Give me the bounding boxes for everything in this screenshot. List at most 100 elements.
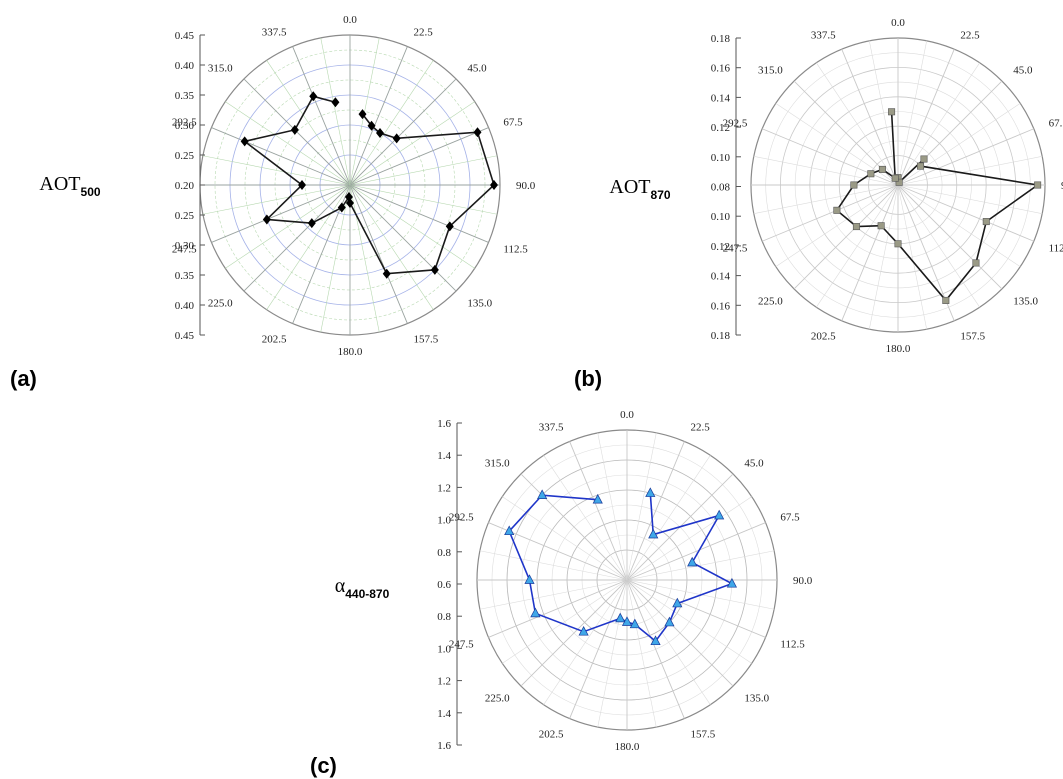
grid-spoke <box>266 184 351 310</box>
data-point <box>878 165 886 173</box>
angle-label: 67.5 <box>780 511 800 523</box>
grid-spoke <box>349 184 434 310</box>
angle-label: 22.5 <box>960 29 980 41</box>
radial-tick-label: 1.0 <box>437 515 451 527</box>
radial-tick-label: 0.12 <box>711 241 730 253</box>
angle-label: 180.0 <box>615 741 640 753</box>
grid-spoke <box>869 40 899 186</box>
radial-tick-label: 0.14 <box>711 271 731 283</box>
grid-spoke <box>841 49 899 186</box>
data-point <box>615 612 626 623</box>
grid-spoke <box>349 184 489 243</box>
grid-spoke <box>520 579 628 687</box>
radial-tick-label: 0.40 <box>175 60 195 72</box>
grid-spoke <box>479 579 628 610</box>
grid-spoke <box>211 127 351 186</box>
polar-chart-b: 0.0 22.5 45.0 67.5 90.0 112.5 135.0 157.5 180.0 2… <box>574 17 1063 391</box>
grid-spoke <box>816 184 899 308</box>
data-point <box>592 493 603 504</box>
radial-tick-label: 1.6 <box>437 418 451 430</box>
radial-tick-label: 0.10 <box>711 211 731 223</box>
data-point <box>942 296 950 304</box>
grid-spoke <box>869 184 899 330</box>
radial-tick-label: 0.10 <box>711 152 731 164</box>
data-point <box>877 222 885 230</box>
grid-spoke <box>897 184 927 330</box>
grid-spoke <box>349 184 457 292</box>
radial-tick-label: 1.2 <box>437 676 451 688</box>
angle-label: 292.5 <box>172 116 197 128</box>
grid-spoke <box>897 156 1043 186</box>
grid-spoke <box>762 184 899 242</box>
radial-tick-label: 0.8 <box>437 547 451 559</box>
grid-spoke <box>753 156 899 186</box>
data-point <box>645 487 656 497</box>
data-point <box>920 155 928 163</box>
grid-spoke <box>479 550 628 581</box>
angle-label: 22.5 <box>691 422 711 434</box>
radial-tick-label: 0.12 <box>711 122 730 134</box>
data-point <box>262 214 271 225</box>
grid-spoke <box>626 579 657 728</box>
data-point <box>672 597 683 608</box>
data-point <box>504 525 515 536</box>
radial-tick-label: 0.16 <box>711 63 731 75</box>
data-point <box>309 91 318 102</box>
grid-spoke <box>543 579 628 705</box>
grid-spoke <box>349 60 434 186</box>
angle-label: 90.0 <box>793 575 813 587</box>
grid-spoke <box>502 496 628 581</box>
data-point <box>687 556 698 567</box>
radial-tick-label: 1.6 <box>437 740 451 752</box>
angle-label: 247.5 <box>172 244 197 256</box>
angle-label: 45.0 <box>467 63 487 75</box>
angle-label: 202.5 <box>262 333 287 345</box>
grid-spoke <box>762 128 899 186</box>
axis-ylabel-main: AOT <box>609 176 650 198</box>
radial-tick-label: 0.35 <box>175 90 195 102</box>
data-point <box>331 97 340 108</box>
angle-label: 0.0 <box>620 409 634 421</box>
angle-label: 292.5 <box>723 118 748 130</box>
radial-tick-label: 0.14 <box>711 92 731 104</box>
angle-label: 45.0 <box>744 458 764 470</box>
polar-chart-c: 0.0 22.5 45.0 67.5 90.0 112.5 135.0 157.5 180.0 2… <box>310 409 813 778</box>
angle-label: 112.5 <box>503 244 528 256</box>
data-point <box>714 509 725 520</box>
angle-label: 202.5 <box>539 728 564 740</box>
grid-spoke <box>202 155 351 186</box>
grid-spoke <box>897 184 980 308</box>
grid-spoke <box>897 128 1034 186</box>
radial-tick-label: 0.40 <box>175 300 195 312</box>
angle-label: 292.5 <box>449 511 474 523</box>
data-point <box>1034 181 1042 189</box>
grid-spoke <box>626 579 766 638</box>
grid-spoke <box>897 184 1043 214</box>
radial-tick-label: 0.6 <box>437 579 451 591</box>
grid-spoke <box>626 550 775 581</box>
radial-tick-label: 0.18 <box>711 330 731 342</box>
grid-spoke <box>626 579 734 687</box>
grid-spoke <box>349 37 380 186</box>
axis-ylabel-main: α <box>335 575 346 597</box>
angle-label: 112.5 <box>780 639 805 651</box>
data-point <box>367 120 376 131</box>
angle-label: 337.5 <box>811 29 836 41</box>
grid-spoke <box>597 579 628 728</box>
grid-spoke <box>597 432 628 581</box>
data-point <box>337 202 346 213</box>
angle-label: 67.5 <box>1049 118 1063 130</box>
data-point <box>392 133 401 144</box>
grid-spoke <box>816 62 899 186</box>
grid-spoke <box>502 579 628 664</box>
angle-label: 315.0 <box>758 65 783 77</box>
data-point <box>894 240 902 248</box>
grid-spoke <box>520 473 628 581</box>
grid-spoke <box>543 455 628 581</box>
data-point <box>376 128 384 139</box>
angle-label: 90.0 <box>516 180 536 192</box>
grid-spoke <box>626 441 685 581</box>
grid-spoke <box>349 184 408 324</box>
grid-spoke <box>320 184 351 333</box>
